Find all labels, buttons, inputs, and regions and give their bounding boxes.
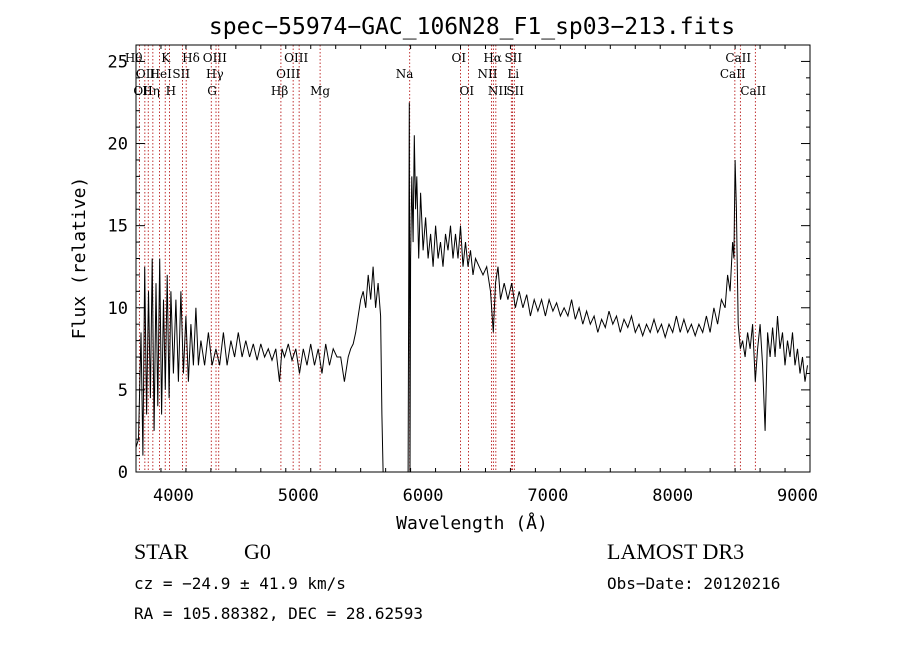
line-label: Mg (310, 84, 330, 98)
line-label: K (161, 51, 171, 65)
line-label: SII (506, 84, 524, 98)
y-tick-label: 25 (108, 52, 128, 72)
line-label: OII (136, 67, 156, 81)
line-label: Hγ (206, 67, 224, 81)
line-label: Hη (142, 84, 160, 98)
x-tick-label: 4000 (153, 486, 194, 506)
y-tick-label: 5 (118, 381, 128, 401)
line-label: OI (460, 84, 475, 98)
emission-line-markers (138, 45, 756, 472)
line-label: SII (172, 67, 190, 81)
x-tick-label: 9000 (777, 486, 818, 506)
spectrum-line (135, 102, 808, 473)
chart-title: spec−55974−GAC_106N28_F1_sp03−213.fits (209, 14, 735, 40)
line-label: NII (488, 84, 508, 98)
line-label: NII (477, 67, 497, 81)
x-tick-label: 5000 (278, 486, 319, 506)
line-label: CaII (740, 84, 766, 98)
line-label: G (207, 84, 217, 98)
line-label: HeI (150, 67, 173, 81)
x-tick-label: 8000 (652, 486, 693, 506)
line-label: OI (452, 51, 467, 65)
line-label: Hα (483, 51, 502, 65)
line-label: OIII (276, 67, 300, 81)
line-label: OIII (203, 51, 227, 65)
y-tick-label: 10 (108, 299, 128, 319)
plot-frame (135, 44, 811, 473)
line-label: SII (504, 51, 522, 65)
y-tick-label: 0 (118, 463, 128, 483)
y-axis-ticks: 0 5 10 15 20 25 (108, 44, 810, 483)
survey-name: LAMOST DR3 (607, 539, 745, 564)
x-axis-label: Wavelength (Å) (396, 512, 548, 534)
y-tick-label: 20 (108, 135, 128, 155)
line-label: CaII (720, 67, 746, 81)
line-label: Na (396, 67, 414, 81)
x-tick-label: 7000 (527, 486, 568, 506)
x-axis-ticks: 4000 5000 6000 7000 8000 9000 (135, 45, 818, 506)
line-label: Hβ (271, 84, 288, 98)
y-tick-label: 15 (108, 217, 128, 237)
redshift-cz: cz = −24.9 ± 41.9 km/s (134, 574, 346, 593)
line-label: CaII (725, 51, 751, 65)
line-label: Hδ (182, 51, 200, 65)
line-label: Li (507, 67, 519, 81)
emission-line-labels: OIIOIIHηHθHeIKHSIIHδGHγOIIIHβOIIIOIIIMgN… (125, 51, 767, 98)
coordinates: RA = 105.88382, DEC = 28.62593 (134, 604, 423, 623)
line-label: OIII (284, 51, 308, 65)
x-tick-label: 6000 (403, 486, 444, 506)
y-axis-label: Flux (relative) (69, 177, 90, 340)
line-label: H (166, 84, 176, 98)
observation-date: Obs−Date: 20120216 (607, 574, 781, 593)
object-subclass: G0 (244, 539, 271, 564)
object-class: STAR (134, 539, 189, 564)
